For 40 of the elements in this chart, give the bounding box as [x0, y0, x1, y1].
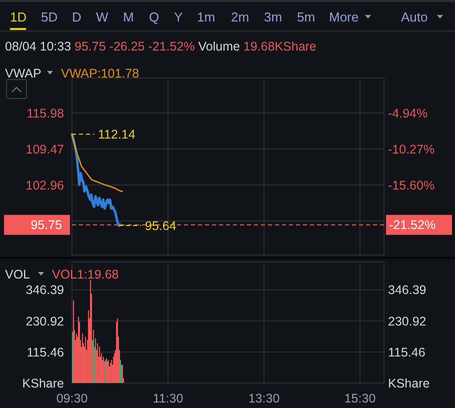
text: 1D: [10, 10, 27, 25]
text: 5D: [41, 10, 58, 25]
x-tick-label: 13:30: [248, 391, 280, 406]
text: Y: [174, 10, 183, 25]
ref-line-label: 95.75: [30, 218, 62, 232]
text: More: [329, 10, 359, 25]
text: M: [123, 10, 134, 25]
y-tick-label: 102.96: [26, 178, 64, 192]
x-tick-label: 09:30: [56, 391, 88, 406]
chart-title: 08/04 10:33 95.75 -26.25 -21.52% Volume 19.68KShare: [5, 39, 316, 54]
text: D: [72, 10, 82, 25]
x-tick-label: 15:30: [344, 391, 376, 406]
legend-title: VWAP: [5, 66, 42, 80]
y-tick-label: 109.47: [26, 142, 64, 156]
text: Auto: [401, 10, 428, 25]
y-tick-label: 115.46: [26, 345, 64, 360]
y2-tick-label: -15.60%: [388, 178, 435, 192]
y-tick-label: 346.39: [26, 283, 64, 298]
y-tick-label: KShare: [22, 376, 64, 390]
x-tick-label: 11:30: [152, 391, 184, 406]
y2-tick-label: 230.92: [388, 314, 426, 328]
y2-tick-label: -10.27%: [388, 142, 435, 156]
legend-title: VOL: [5, 267, 30, 282]
y2-tick-label: 346.39: [388, 283, 426, 298]
text: 1m: [197, 10, 216, 25]
text: -21.52%: [389, 218, 436, 232]
text: W: [96, 10, 109, 25]
y2-tick-label: KShare: [388, 376, 430, 390]
text: Q: [149, 10, 160, 25]
text: VWAP:101.78: [61, 66, 140, 80]
y-tick-label: 115.98: [26, 106, 64, 120]
text: 3m: [264, 10, 282, 25]
y2-tick-label: -4.94%: [388, 106, 428, 120]
annotation: 95.64: [145, 218, 176, 233]
text: 5m: [297, 10, 316, 25]
y2-tick-label: 115.46: [388, 345, 426, 360]
series-label: VOL1:19.68: [52, 267, 119, 282]
text: 2m: [231, 10, 250, 25]
annotation: 112.14: [98, 128, 136, 142]
y-tick-label: 230.92: [26, 314, 64, 328]
